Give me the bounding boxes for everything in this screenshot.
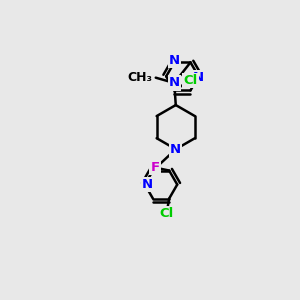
Text: N: N bbox=[170, 143, 181, 156]
Text: N: N bbox=[169, 76, 180, 89]
Text: F: F bbox=[150, 161, 160, 174]
Text: N: N bbox=[169, 54, 180, 68]
Text: Cl: Cl bbox=[183, 74, 198, 87]
Text: Cl: Cl bbox=[160, 207, 174, 220]
Text: N: N bbox=[142, 178, 153, 191]
Text: CH₃: CH₃ bbox=[127, 71, 152, 84]
Text: N: N bbox=[193, 71, 204, 84]
